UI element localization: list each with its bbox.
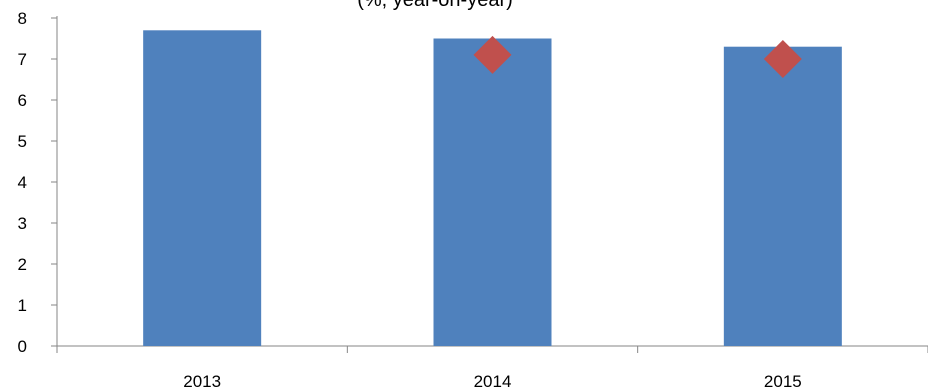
x-axis: 2013 2014 2015 xyxy=(56,345,928,391)
y-tick-label: 7 xyxy=(18,50,27,69)
x-tick-label: 2015 xyxy=(764,372,802,391)
y-axis: 0 1 2 3 4 5 6 7 8 xyxy=(18,9,58,356)
marker-2014 xyxy=(473,35,512,74)
bar-2015 xyxy=(723,46,842,346)
y-tick-label: 0 xyxy=(18,337,27,356)
x-tick-label: 2014 xyxy=(474,372,512,391)
y-tick-label: 8 xyxy=(18,9,27,28)
marker-2015 xyxy=(763,40,802,78)
bar-2013 xyxy=(143,30,262,347)
y-tick-label: 5 xyxy=(18,132,27,151)
bar-series xyxy=(143,30,842,347)
marker-series xyxy=(473,35,802,78)
y-tick-label: 1 xyxy=(18,296,27,315)
y-tick-label: 4 xyxy=(18,173,27,192)
y-tick-label: 3 xyxy=(18,214,27,233)
y-tick-label: 2 xyxy=(18,255,27,274)
x-tick-label: 2013 xyxy=(183,372,221,391)
chart-title: (%, year-on-year) xyxy=(357,0,513,11)
y-tick-label: 6 xyxy=(18,91,27,110)
bar-2014 xyxy=(433,38,552,346)
